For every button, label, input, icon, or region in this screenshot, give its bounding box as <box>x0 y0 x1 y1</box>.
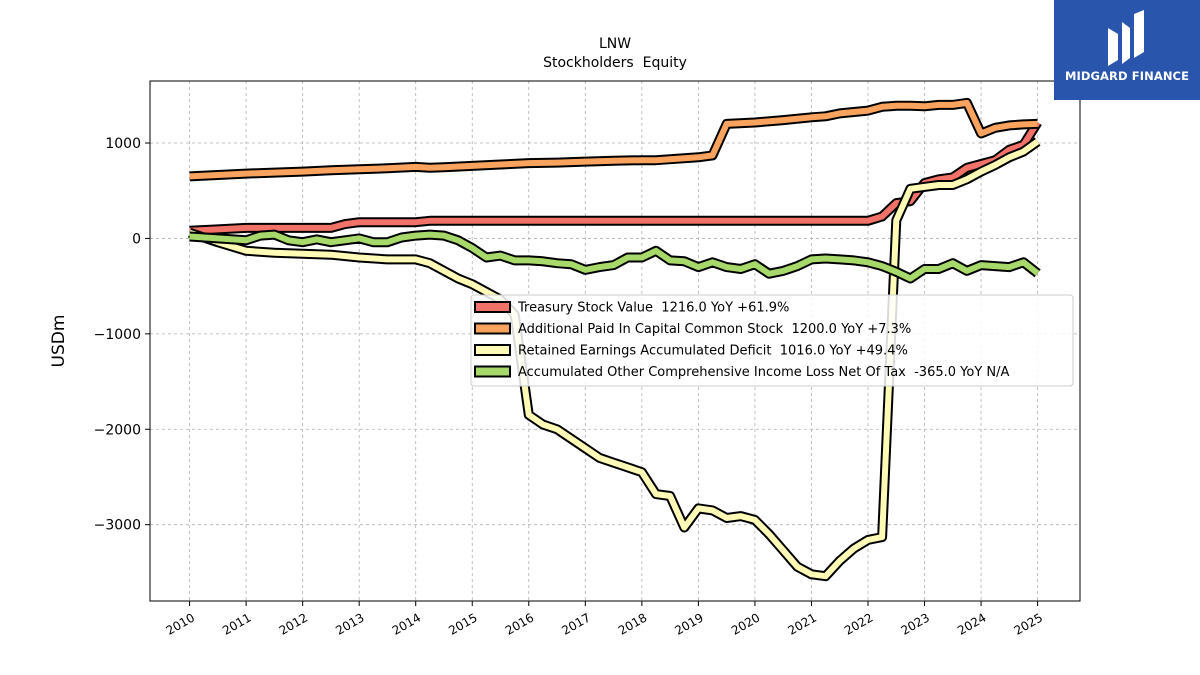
y-tick-label: −3000 <box>94 518 141 534</box>
y-tick-label: 1000 <box>105 136 141 152</box>
y-axis: 1000 0 −1000 −2000 −3000 <box>94 136 150 534</box>
x-tick-label: 2012 <box>277 610 310 637</box>
logo-mark-icon <box>1108 10 1144 66</box>
chart-title: LNW <box>599 36 631 52</box>
series-layer <box>188 97 1042 582</box>
series-4 <box>189 229 1041 284</box>
series-1 <box>189 119 1042 236</box>
series-2 <box>189 97 1038 182</box>
legend-swatch <box>474 322 511 335</box>
legend-label: Treasury Stock Value 1216.0 YoY +61.9% <box>517 301 789 316</box>
legend-swatch <box>474 301 511 313</box>
y-axis-label: USDm <box>49 315 69 368</box>
legend-swatch <box>474 365 511 378</box>
series-line <box>189 120 1041 234</box>
logo: MIDGARD FINANCE <box>1054 0 1200 100</box>
x-tick-label: 2014 <box>390 610 423 637</box>
x-tick-label: 2010 <box>164 610 197 637</box>
series-3 <box>188 137 1041 582</box>
series-line <box>189 231 1040 282</box>
series-line <box>188 139 1040 580</box>
chart-subtitle: Stockholders Equity <box>543 55 687 71</box>
x-tick-label: 2020 <box>729 610 762 637</box>
x-tick-label: 2021 <box>786 610 819 637</box>
legend-label: Retained Earnings Accumulated Deficit 10… <box>518 344 908 359</box>
x-tick-label: 2023 <box>899 610 932 637</box>
legend-box <box>470 294 1074 387</box>
x-tick-label: 2015 <box>446 610 479 637</box>
x-tick-label: 2016 <box>503 610 536 637</box>
logo-text: MIDGARD FINANCE <box>1064 69 1190 83</box>
legend: Treasury Stock Value 1216.0 YoY +61.9% Ad… <box>470 294 1074 387</box>
x-axis: 2010 2011 2012 2013 2014 2015 2016 2017 2018 2019… <box>164 601 1045 638</box>
x-tick-label: 2018 <box>616 610 649 637</box>
y-tick-label: −2000 <box>94 422 141 438</box>
legend-swatch <box>474 344 511 356</box>
x-tick-label: 2022 <box>842 610 875 637</box>
x-tick-label: 2024 <box>955 610 988 637</box>
series-outline <box>189 97 1038 182</box>
series-line <box>189 99 1038 180</box>
series-outline <box>189 119 1042 236</box>
legend-label: Accumulated Other Comprehensive Income L… <box>518 365 1009 380</box>
legend-label: Additional Paid In Capital Common Stock … <box>518 322 911 337</box>
x-tick-label: 2025 <box>1012 610 1045 637</box>
x-tick-label: 2019 <box>672 610 705 637</box>
x-tick-label: 2013 <box>333 610 366 637</box>
x-tick-label: 2017 <box>559 610 592 637</box>
y-tick-label: −1000 <box>94 327 141 343</box>
x-tick-label: 2011 <box>220 610 253 637</box>
y-tick-label: 0 <box>132 231 141 247</box>
plot-frame <box>149 80 1081 602</box>
